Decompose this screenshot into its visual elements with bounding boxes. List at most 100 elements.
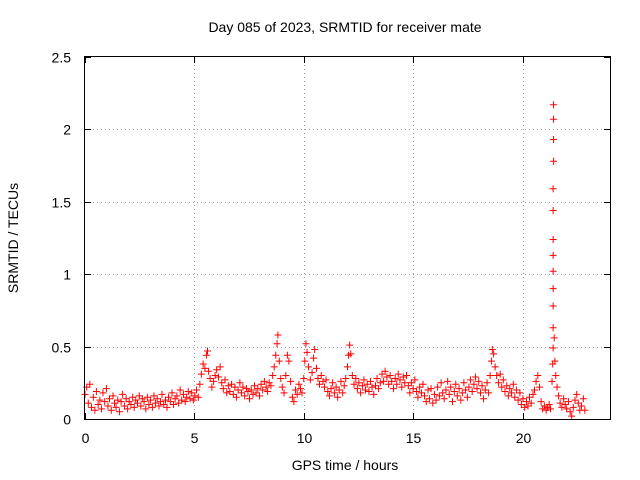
data-point xyxy=(214,373,222,381)
data-point xyxy=(125,398,133,406)
data-point xyxy=(558,403,566,411)
data-point xyxy=(114,396,122,404)
data-point xyxy=(88,403,96,411)
y-tick-label: 0 xyxy=(63,412,71,428)
data-point xyxy=(366,377,374,385)
data-point xyxy=(378,370,386,378)
data-point xyxy=(321,383,329,391)
data-point xyxy=(542,406,550,414)
data-point xyxy=(193,386,201,394)
x-tick-label: 5 xyxy=(191,430,199,446)
data-point xyxy=(262,383,270,391)
data-point xyxy=(308,369,316,377)
data-point xyxy=(135,392,143,400)
data-point xyxy=(490,350,498,358)
data-point xyxy=(150,392,158,400)
data-point xyxy=(481,386,489,394)
data-point xyxy=(412,387,420,395)
data-point xyxy=(496,370,504,378)
data-point xyxy=(342,374,350,382)
data-point xyxy=(301,357,309,365)
data-point xyxy=(237,389,245,397)
data-point xyxy=(287,377,295,385)
data-point xyxy=(409,385,417,393)
data-point xyxy=(522,398,530,406)
data-point xyxy=(322,376,330,384)
data-point xyxy=(512,386,520,394)
data-point xyxy=(549,251,557,259)
data-point xyxy=(468,387,476,395)
data-point xyxy=(228,380,236,388)
x-tick-label: 0 xyxy=(82,430,90,446)
data-point xyxy=(337,377,345,385)
data-point xyxy=(514,396,522,404)
data-point xyxy=(300,374,308,382)
data-point xyxy=(352,374,360,382)
data-point xyxy=(478,382,486,390)
data-point xyxy=(191,392,199,400)
data-point xyxy=(264,387,272,395)
data-point xyxy=(132,396,140,404)
data-point xyxy=(124,405,132,413)
data-point xyxy=(112,403,120,411)
data-point xyxy=(170,401,178,409)
data-point xyxy=(581,406,589,414)
data-point xyxy=(432,396,440,404)
data-point xyxy=(205,367,213,375)
data-point xyxy=(427,385,435,393)
data-point xyxy=(556,399,564,407)
data-point xyxy=(119,390,127,398)
data-point xyxy=(102,385,110,393)
data-point xyxy=(277,374,285,382)
data-point xyxy=(221,376,229,384)
data-point xyxy=(109,392,117,400)
data-point xyxy=(566,408,574,416)
data-point xyxy=(96,396,104,404)
y-tick-label: 2 xyxy=(63,122,71,138)
data-point xyxy=(332,383,340,391)
data-point xyxy=(219,385,227,393)
data-point xyxy=(234,386,242,394)
data-point xyxy=(516,389,524,397)
y-tick-labels: 0 0.5 1 1.5 2 2.5 xyxy=(52,50,72,428)
data-point xyxy=(361,386,369,394)
data-point xyxy=(298,389,306,397)
data-point xyxy=(450,387,458,395)
data-point xyxy=(404,382,412,390)
data-point xyxy=(84,399,92,407)
data-point xyxy=(260,377,268,385)
data-point xyxy=(138,395,146,403)
data-point xyxy=(254,385,262,393)
data-point xyxy=(92,387,100,395)
data-point xyxy=(267,382,275,390)
data-point xyxy=(547,405,554,413)
data-point xyxy=(536,383,544,391)
data-point xyxy=(165,393,173,401)
data-point xyxy=(116,408,124,416)
data-point xyxy=(204,347,211,355)
data-point xyxy=(129,393,137,401)
data-point xyxy=(508,389,516,397)
data-point xyxy=(296,385,304,393)
data-point xyxy=(396,376,404,384)
data-point xyxy=(466,376,474,384)
data-points xyxy=(81,101,589,420)
data-point xyxy=(483,379,491,387)
data-point xyxy=(537,398,545,406)
data-point xyxy=(147,396,155,404)
data-point xyxy=(417,389,425,397)
data-point xyxy=(224,382,232,390)
data-point xyxy=(312,364,320,372)
data-point xyxy=(365,387,373,395)
data-point xyxy=(399,373,407,381)
data-point xyxy=(386,372,394,380)
data-point xyxy=(156,398,164,406)
data-point xyxy=(330,389,338,397)
data-point xyxy=(329,379,337,387)
data-point xyxy=(178,396,186,404)
data-point xyxy=(347,350,355,358)
data-point xyxy=(316,380,323,388)
data-point xyxy=(97,405,105,413)
data-point xyxy=(223,389,231,397)
data-point xyxy=(426,395,434,403)
